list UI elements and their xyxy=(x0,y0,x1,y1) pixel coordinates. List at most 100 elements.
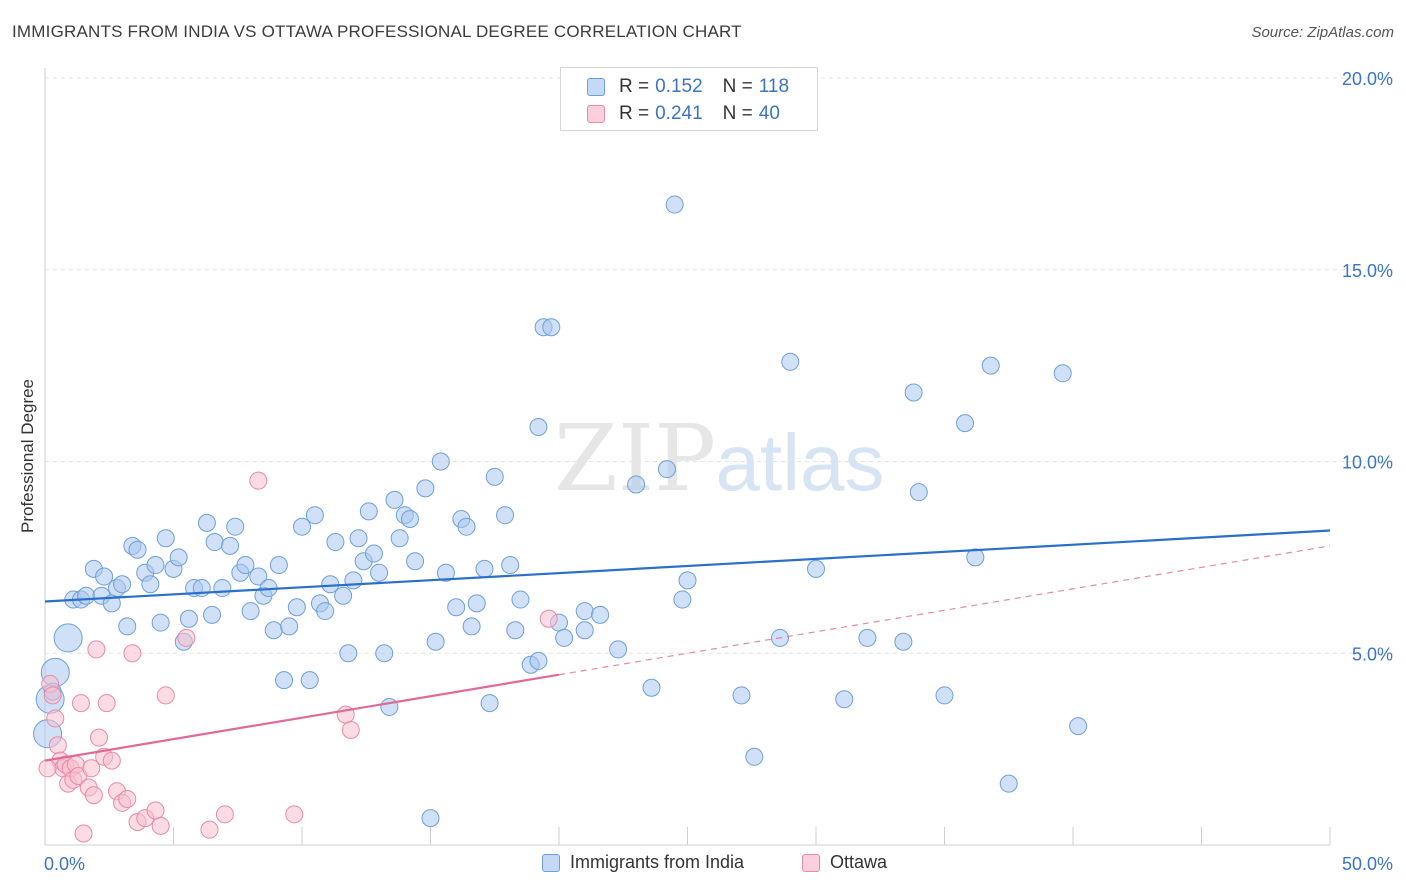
india-point xyxy=(203,605,222,624)
india-point xyxy=(1053,364,1072,383)
ottawa-point xyxy=(285,805,304,824)
bottom-legend-swatch-india xyxy=(542,853,560,872)
ottawa-point xyxy=(215,805,234,824)
india-point xyxy=(316,602,335,621)
chart-title: IMMIGRANTS FROM INDIA VS OTTAWA PROFESSI… xyxy=(12,22,742,41)
y-tick-label: 10.0% xyxy=(1342,453,1393,473)
india-point xyxy=(287,598,306,617)
india-point xyxy=(506,621,525,640)
india-point xyxy=(575,621,594,640)
ottawa-point xyxy=(43,686,62,705)
india-point xyxy=(300,671,319,690)
india-point xyxy=(436,563,455,582)
india-point xyxy=(501,556,520,575)
ottawa-point xyxy=(87,640,106,659)
india-point xyxy=(293,517,311,536)
india-point xyxy=(511,590,530,609)
ottawa-point xyxy=(146,801,165,820)
india-point xyxy=(475,559,494,578)
india-point xyxy=(249,567,268,586)
ottawa-point xyxy=(46,709,65,728)
ottawa-point xyxy=(177,628,196,647)
india-point xyxy=(416,479,435,498)
india-point xyxy=(575,602,594,621)
india-point xyxy=(480,694,499,713)
legend-r-value: 0.152 xyxy=(655,76,703,97)
india-point xyxy=(151,613,170,632)
y-tick-label: 15.0% xyxy=(1342,261,1393,281)
legend-n-label: N = xyxy=(722,103,753,124)
india-point xyxy=(169,548,188,567)
india-point xyxy=(205,533,224,552)
india-point xyxy=(334,586,353,605)
india-point xyxy=(241,602,260,621)
x-tick-label: 50.0% xyxy=(1342,854,1393,874)
india-point xyxy=(529,417,548,436)
india-point xyxy=(529,651,548,670)
india-point xyxy=(280,617,299,636)
india-point xyxy=(156,529,175,548)
india-point xyxy=(555,628,574,647)
ottawa-point xyxy=(97,694,116,713)
india-point xyxy=(213,579,232,598)
bottom-legend-label-ottawa: Ottawa xyxy=(830,852,888,872)
india-point xyxy=(781,352,800,371)
ottawa-point xyxy=(200,820,219,839)
data-points xyxy=(33,195,1088,843)
india-point xyxy=(385,490,404,509)
india-point xyxy=(77,586,96,605)
legend-r-value: 0.241 xyxy=(655,103,703,124)
india-point xyxy=(326,533,345,552)
india-point xyxy=(609,640,628,659)
india-point xyxy=(732,686,751,705)
x-tick-label: 0.0% xyxy=(44,854,85,874)
legend-n-label: N = xyxy=(722,76,753,97)
india-point xyxy=(485,467,504,486)
india-point xyxy=(221,536,240,555)
india-point xyxy=(275,671,294,690)
bottom-legend-label-india: Immigrants from India xyxy=(570,852,745,872)
ottawa-point xyxy=(38,759,57,778)
india-point xyxy=(344,571,363,590)
ottawa-point xyxy=(89,728,108,747)
india-point xyxy=(457,517,476,536)
india-point xyxy=(496,506,515,525)
india-point xyxy=(113,575,132,594)
india-point xyxy=(807,559,825,578)
legend: R = 0.152 N = 118 R = 0.241 N = 40 xyxy=(560,67,818,131)
india-point xyxy=(835,690,854,709)
india-point xyxy=(226,517,245,536)
india-point xyxy=(406,552,425,571)
india-point xyxy=(128,540,147,559)
india-point xyxy=(858,628,877,647)
ottawa-point xyxy=(48,736,67,755)
india-point xyxy=(642,678,661,697)
trend-line-india xyxy=(44,529,1331,603)
india-point xyxy=(95,567,114,586)
india-point xyxy=(462,617,481,636)
india-point xyxy=(894,632,913,651)
ottawa-point xyxy=(123,644,142,663)
trend-line-ottawa-extension xyxy=(558,545,1331,676)
india-point xyxy=(364,544,383,563)
india-point xyxy=(665,195,684,214)
india-point xyxy=(657,460,676,479)
source-label: Source: ZipAtlas.com xyxy=(1251,24,1394,41)
india-point xyxy=(904,383,923,402)
india-point xyxy=(431,452,450,471)
ottawa-point xyxy=(118,789,137,808)
legend-row-india: R = 0.152 N = 118 xyxy=(587,75,789,99)
india-point xyxy=(339,644,358,663)
india-point xyxy=(467,594,486,613)
india-point xyxy=(179,609,198,628)
india-point xyxy=(421,809,440,828)
ottawa-point xyxy=(102,751,121,770)
ottawa-point xyxy=(156,686,175,705)
ottawa-point xyxy=(82,759,101,778)
y-tick-label: 20.0% xyxy=(1342,69,1393,89)
india-point xyxy=(447,598,466,617)
india-point xyxy=(591,605,610,624)
india-point xyxy=(745,747,764,766)
axes xyxy=(44,68,1331,846)
